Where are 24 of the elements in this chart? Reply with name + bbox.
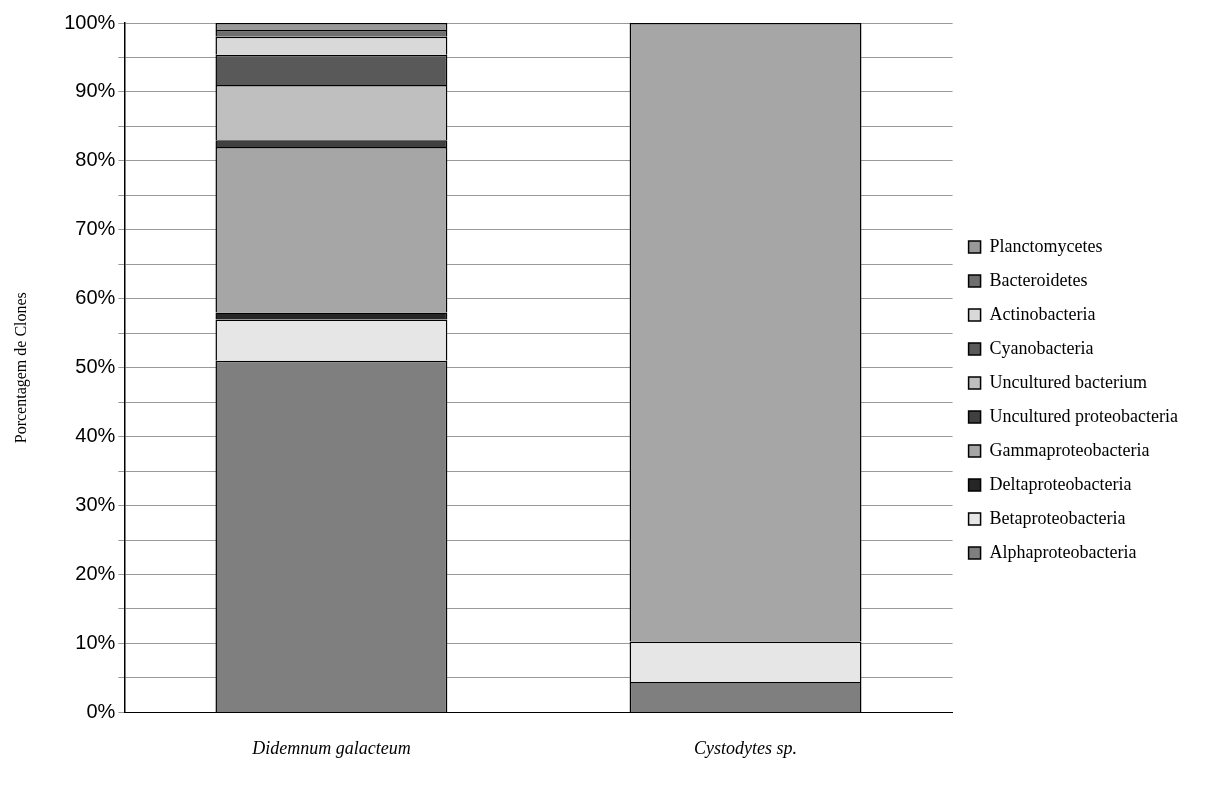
legend-label: Uncultured bacterium (989, 371, 1148, 392)
y-tick-label: 50% (75, 355, 116, 378)
legend-label: Gammaproteobacteria (989, 439, 1150, 460)
y-tick-label: 30% (75, 493, 116, 516)
legend-label: Cyanobacteria (989, 337, 1094, 358)
y-tick-label: 60% (75, 286, 116, 309)
legend-label: Bacteroidetes (989, 269, 1088, 290)
legend-label: Planctomycetes (989, 235, 1103, 256)
x-tick-label: Cystodytes sp. (694, 737, 798, 758)
y-tick-label: 70% (75, 217, 116, 240)
legend-label: Deltaproteobacteria (989, 473, 1132, 494)
y-tick-label: 100% (64, 10, 116, 33)
legend-label: Actinobacteria (989, 303, 1096, 324)
legend-label: Uncultured proteobacteria (989, 405, 1179, 426)
y-tick-label: 0% (86, 699, 116, 722)
y-tick-label: 90% (75, 79, 116, 102)
x-tick-label: Didemnum galacteum (251, 737, 411, 758)
legend-label: Betaproteobacteria (989, 507, 1126, 528)
y-tick-label: 80% (75, 148, 116, 171)
legend-label: Alphaproteobacteria (989, 541, 1137, 562)
y-axis-title: Porcentagem de Clones (11, 292, 30, 444)
y-tick-label: 40% (75, 424, 116, 447)
y-tick-label: 20% (75, 562, 116, 585)
y-tick-label: 10% (75, 630, 116, 653)
